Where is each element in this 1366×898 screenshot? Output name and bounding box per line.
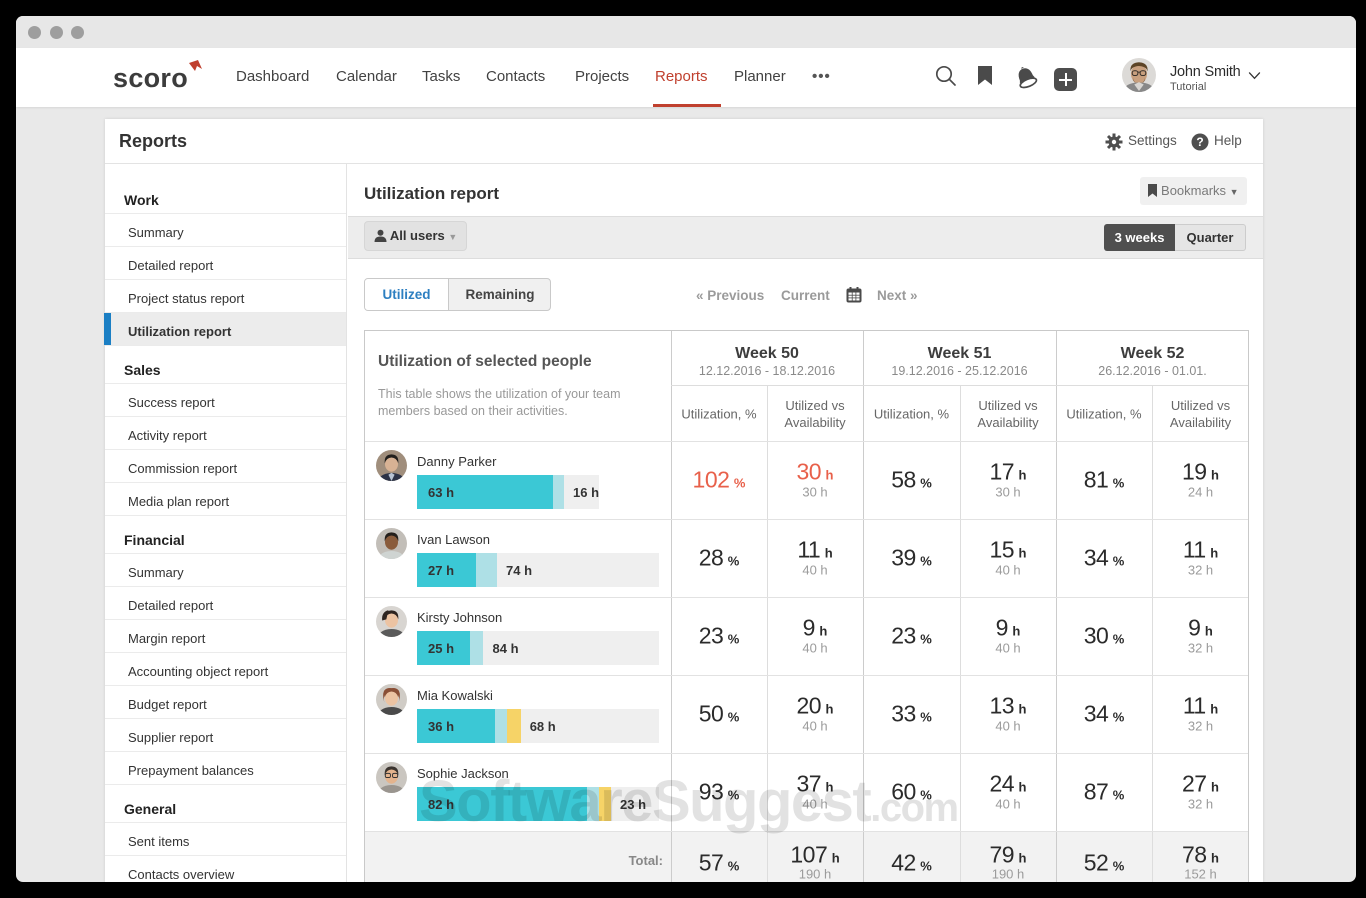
svg-text:?: ? [1196,135,1203,149]
